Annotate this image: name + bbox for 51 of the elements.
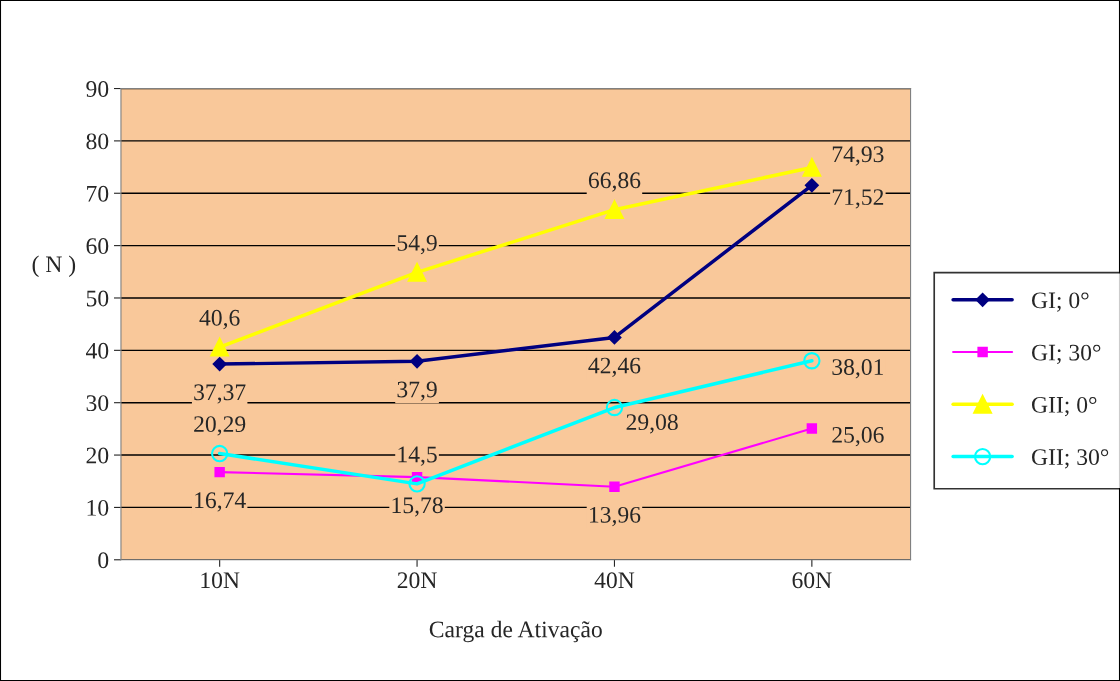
point [410,354,424,369]
point [214,466,225,478]
data-label: 37,37 [194,384,246,404]
y-tick-label: 70 [87,185,109,202]
point [806,423,818,434]
data-label: 71,52 [832,189,884,209]
y-tick-label: 40 [86,342,109,359]
point [802,158,822,177]
y-tick-label: 60 [86,238,109,255]
data-label: 13,96 [589,506,641,527]
point [212,357,227,372]
y-tick-label: 10 [87,499,109,516]
point [210,337,230,357]
y-tick-label: 90 [86,81,109,97]
data-label: 54,9 [397,234,437,255]
data-label: 37,9 [397,381,437,401]
data-label: 29,08 [626,414,678,434]
legend-label: GI; 0° [1031,292,1089,312]
data-label: 40,6 [199,309,240,330]
y-tick-label: 50 [86,290,109,307]
data-label: 25,06 [832,426,884,447]
legend-label: GII; 30° [1031,449,1109,469]
data-label: 66,86 [588,172,641,192]
x-tick-label: 60N [792,572,832,589]
x-axis-title: Carga de Ativação [429,620,602,643]
point [609,481,620,492]
point [407,262,427,282]
legend-label: GI; 30° [1031,344,1101,364]
point [210,444,229,463]
x-tick-label: 40N [594,572,635,589]
y-tick-label: 20 [86,447,109,464]
point [607,330,622,345]
y-axis-title: ( N ) [32,255,76,278]
data-label: 42,46 [588,357,641,377]
data-label: 20,29 [194,416,246,436]
x-tick-label: 20N [397,572,437,589]
point [803,352,821,370]
data-label: 15,78 [392,497,443,517]
x-tick-label: 10N [201,572,240,589]
point [804,178,819,193]
data-label: 14,5 [398,446,437,466]
point [408,475,426,493]
legend-label: GII; 0° [1031,396,1097,417]
data-label: 16,74 [195,492,246,512]
y-tick-label: 30 [86,395,109,412]
y-tick-label: 80 [86,133,109,150]
data-label: 38,01 [832,359,884,379]
y-tick-label: 0 [98,552,109,569]
point [605,398,624,417]
point [605,200,624,220]
data-label: 74,93 [832,146,884,166]
